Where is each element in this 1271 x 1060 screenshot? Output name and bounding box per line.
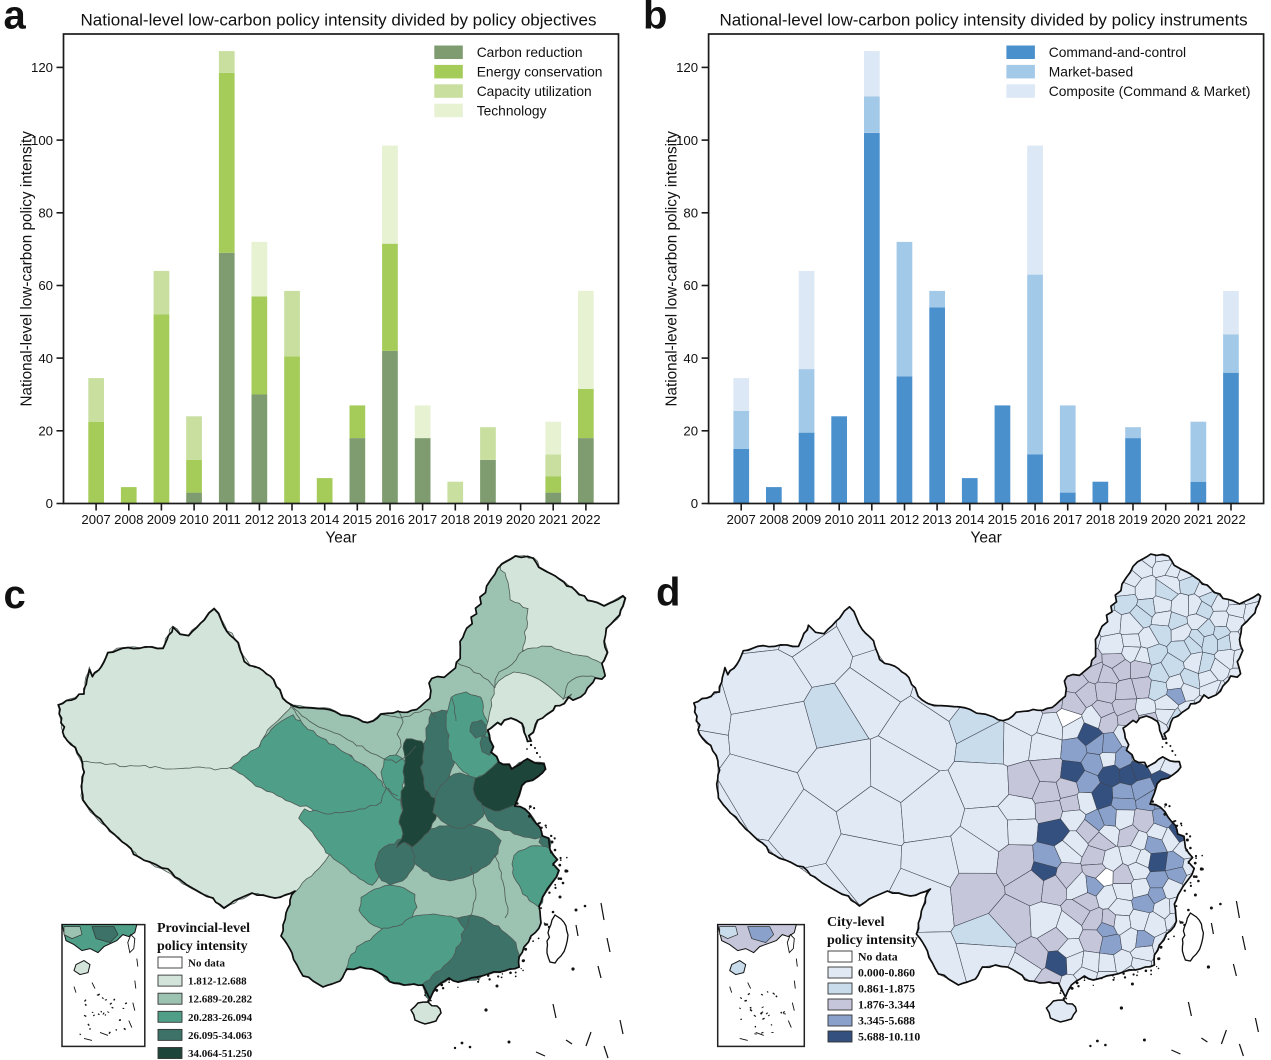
svg-text:2011: 2011 [213,512,241,527]
svg-text:2022: 2022 [571,512,600,527]
svg-text:2007: 2007 [81,512,110,527]
svg-text:40: 40 [38,351,53,366]
svg-text:Capacity utilization: Capacity utilization [477,84,592,99]
svg-text:80: 80 [683,206,698,221]
svg-text:20: 20 [38,424,53,439]
svg-text:34.064-51.250: 34.064-51.250 [188,1048,253,1060]
svg-text:3.345-5.688: 3.345-5.688 [858,1014,915,1028]
svg-text:60: 60 [38,278,53,293]
svg-text:1.812-12.688: 1.812-12.688 [188,976,247,988]
svg-text:2014: 2014 [955,512,984,527]
svg-text:Year: Year [325,530,356,547]
svg-text:2019: 2019 [473,512,502,527]
svg-text:policy intensity: policy intensity [157,939,248,954]
svg-text:2016: 2016 [1020,512,1049,527]
svg-text:b: b [643,0,667,38]
svg-text:2015: 2015 [988,512,1017,527]
svg-text:120: 120 [676,60,698,75]
svg-text:2019: 2019 [1118,512,1147,527]
svg-text:National-level low-carbon poli: National-level low-carbon policy intensi… [19,131,36,407]
svg-text:60: 60 [683,278,698,293]
svg-text:2009: 2009 [147,512,176,527]
svg-text:2009: 2009 [792,512,821,527]
svg-text:2017: 2017 [408,512,437,527]
svg-text:2008: 2008 [114,512,143,527]
svg-text:2014: 2014 [310,512,339,527]
svg-text:2013: 2013 [922,512,951,527]
svg-text:No data: No data [188,958,225,970]
svg-text:26.095-34.063: 26.095-34.063 [188,1030,253,1042]
svg-text:2018: 2018 [1086,512,1115,527]
svg-text:2015: 2015 [343,512,372,527]
svg-text:100: 100 [31,133,53,148]
svg-text:Technology: Technology [477,103,547,118]
svg-text:2012: 2012 [890,512,919,527]
svg-text:40: 40 [683,351,698,366]
svg-text:1.876-3.344: 1.876-3.344 [858,998,915,1012]
svg-text:2010: 2010 [179,512,208,527]
svg-text:2012: 2012 [245,512,274,527]
svg-text:2022: 2022 [1216,512,1245,527]
svg-text:12.689-20.282: 12.689-20.282 [188,994,253,1006]
svg-text:2007: 2007 [727,512,756,527]
svg-text:Composite (Command & Market): Composite (Command & Market) [1049,84,1251,99]
svg-text:c: c [4,573,26,617]
svg-text:2021: 2021 [1184,512,1213,527]
svg-text:City-level: City-level [827,915,885,930]
svg-text:2017: 2017 [1053,512,1082,527]
svg-text:2020: 2020 [1151,512,1180,527]
svg-text:No data: No data [858,950,898,964]
svg-text:2013: 2013 [277,512,306,527]
svg-text:20.283-26.094: 20.283-26.094 [188,1012,253,1024]
svg-text:120: 120 [31,60,53,75]
svg-text:2008: 2008 [759,512,788,527]
svg-text:Command-and-control: Command-and-control [1049,45,1186,60]
svg-text:100: 100 [676,133,698,148]
svg-text:National-level low-carbon poli: National-level low-carbon policy intensi… [81,11,597,30]
svg-text:National-level low-carbon poli: National-level low-carbon policy intensi… [664,131,681,407]
svg-text:5.688-10.110: 5.688-10.110 [858,1030,920,1044]
svg-text:2016: 2016 [375,512,404,527]
svg-text:80: 80 [38,206,53,221]
svg-text:0: 0 [46,496,53,511]
svg-text:2011: 2011 [858,512,886,527]
svg-text:policy intensity: policy intensity [827,933,918,948]
svg-text:Energy conservation: Energy conservation [477,65,603,80]
svg-text:Carbon reduction: Carbon reduction [477,45,583,60]
svg-text:2010: 2010 [825,512,854,527]
svg-text:d: d [656,571,680,615]
svg-text:Market-based: Market-based [1049,65,1133,80]
svg-text:2018: 2018 [441,512,470,527]
svg-text:20: 20 [683,424,698,439]
svg-text:0.000-0.860: 0.000-0.860 [858,966,915,980]
svg-text:a: a [4,0,27,38]
svg-text:2020: 2020 [506,512,535,527]
svg-text:0.861-1.875: 0.861-1.875 [858,982,915,996]
svg-text:Year: Year [970,530,1001,547]
svg-text:2021: 2021 [539,512,568,527]
svg-text:Provincial-level: Provincial-level [157,921,250,936]
svg-text:National-level low-carbon poli: National-level low-carbon policy intensi… [720,11,1248,30]
svg-text:0: 0 [691,496,698,511]
